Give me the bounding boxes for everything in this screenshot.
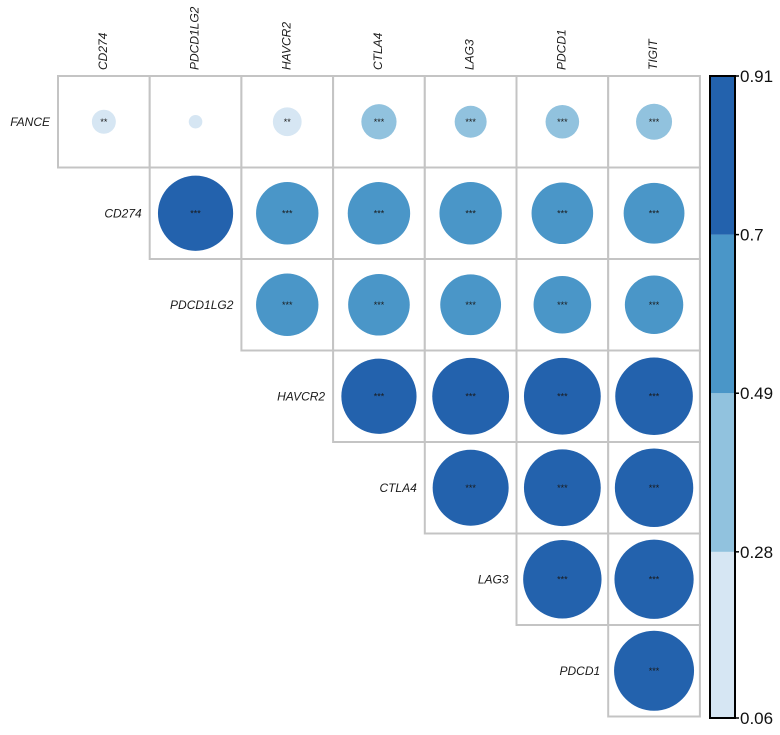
colorbar-bin bbox=[710, 393, 735, 552]
circle-PDCD1LG2-LAG3 bbox=[440, 274, 502, 336]
circle-CTLA4-TIGIT bbox=[614, 448, 694, 527]
colorbar: 0.91 0.7 0.49 0.28 0.06 bbox=[709, 67, 773, 728]
colorbar-tick-label: 0.49 bbox=[740, 384, 773, 403]
colorbar-bin bbox=[710, 76, 735, 235]
circle-HAVCR2-CTLA4 bbox=[341, 358, 417, 434]
sig-label: *** bbox=[649, 208, 660, 218]
sig-label: *** bbox=[649, 483, 660, 493]
colorbar-bin bbox=[710, 551, 735, 718]
sig-label: *** bbox=[649, 117, 660, 127]
sig-label: *** bbox=[557, 391, 568, 401]
circle-CTLA4-LAG3 bbox=[432, 449, 509, 526]
row-label-FANCE: FANCE bbox=[10, 115, 51, 129]
sig-label: *** bbox=[649, 574, 660, 584]
sig-label: *** bbox=[282, 208, 293, 218]
colorbar-tick-label: 0.91 bbox=[740, 67, 773, 86]
sig-label: *** bbox=[557, 483, 568, 493]
row-label-CD274: CD274 bbox=[104, 206, 142, 220]
colorbar-frame bbox=[709, 75, 736, 719]
circle-FANCE-CD274 bbox=[91, 109, 116, 134]
sig-label: *** bbox=[282, 300, 293, 310]
colorbar-tick-label: 0.28 bbox=[740, 543, 773, 562]
circle-HAVCR2-LAG3 bbox=[432, 357, 510, 435]
circle-HAVCR2-PDCD1 bbox=[523, 357, 601, 435]
circle-LAG3-TIGIT bbox=[614, 539, 694, 619]
row-label-PDCD1: PDCD1 bbox=[560, 664, 601, 678]
sig-label: *** bbox=[374, 391, 385, 401]
circle-FANCE-TIGIT bbox=[636, 103, 673, 140]
circle-PDCD1LG2-TIGIT bbox=[624, 275, 684, 334]
column-label-HAVCR2: HAVCR2 bbox=[279, 22, 293, 70]
column-labels: CD274 PDCD1LG2 HAVCR2 CTLA4 LAG3 PDCD1 TIGIT bbox=[96, 6, 660, 70]
colorbar-tick-label: 0.06 bbox=[740, 709, 773, 728]
column-label-PDCD1: PDCD1 bbox=[554, 29, 568, 70]
circle-CD274-HAVCR2 bbox=[256, 182, 319, 245]
sig-label: *** bbox=[465, 391, 476, 401]
circle-CD274-LAG3 bbox=[439, 182, 502, 245]
sig-label: *** bbox=[649, 300, 660, 310]
sig-label: *** bbox=[649, 391, 660, 401]
circle-PDCD1LG2-CTLA4 bbox=[348, 273, 410, 336]
circle-FANCE-LAG3 bbox=[454, 105, 487, 138]
sig-label: *** bbox=[557, 300, 568, 310]
sig-label: *** bbox=[557, 574, 568, 584]
circle-FANCE-PDCD1LG2 bbox=[188, 114, 203, 129]
row-labels: FANCE CD274 PDCD1LG2 HAVCR2 CTLA4 LAG3 PDCD1 bbox=[10, 115, 600, 678]
circle-FANCE-PDCD1 bbox=[545, 104, 580, 139]
circle-CTLA4-PDCD1 bbox=[523, 449, 601, 527]
column-label-TIGIT: TIGIT bbox=[646, 38, 660, 70]
sig-label: *** bbox=[374, 300, 385, 310]
cells-layer: ** ** *** *** *** ****** *** *** *** *** ****** ***… bbox=[57, 75, 701, 718]
circle-FANCE-HAVCR2 bbox=[272, 107, 302, 137]
circle-FANCE-CTLA4 bbox=[361, 104, 397, 140]
sig-label: *** bbox=[649, 666, 660, 676]
sig-label: *** bbox=[465, 208, 476, 218]
column-label-CTLA4: CTLA4 bbox=[371, 32, 385, 70]
sig-label: *** bbox=[374, 117, 385, 127]
circle-PDCD1LG2-PDCD1 bbox=[533, 275, 592, 334]
sig-label: *** bbox=[374, 208, 385, 218]
circle-LAG3-PDCD1 bbox=[523, 540, 602, 619]
row-label-HAVCR2: HAVCR2 bbox=[277, 389, 325, 403]
colorbar-tick-label: 0.7 bbox=[740, 226, 764, 245]
sig-label: *** bbox=[557, 117, 568, 127]
sig-label: ** bbox=[100, 117, 108, 127]
column-label-PDCD1LG2: PDCD1LG2 bbox=[188, 6, 202, 70]
row-label-CTLA4: CTLA4 bbox=[379, 481, 417, 495]
circle-HAVCR2-TIGIT bbox=[615, 357, 693, 436]
sig-label: ** bbox=[284, 117, 292, 127]
column-label-LAG3: LAG3 bbox=[463, 39, 477, 70]
circle-CD274-TIGIT bbox=[623, 182, 685, 244]
circle-CD274-PDCD1 bbox=[531, 182, 594, 245]
circle-PDCD1-TIGIT bbox=[614, 630, 695, 711]
circle-CD274-CTLA4 bbox=[347, 182, 411, 245]
sig-label: *** bbox=[557, 208, 568, 218]
colorbar-bin bbox=[710, 234, 735, 394]
sig-label: *** bbox=[465, 117, 476, 127]
sig-label: *** bbox=[465, 300, 476, 310]
circle-PDCD1LG2-HAVCR2 bbox=[256, 273, 319, 336]
row-label-PDCD1LG2: PDCD1LG2 bbox=[170, 298, 234, 312]
circle-CD274-PDCD1LG2 bbox=[157, 175, 234, 251]
column-label-CD274: CD274 bbox=[96, 32, 110, 70]
sig-label: *** bbox=[190, 208, 201, 218]
sig-label: *** bbox=[465, 483, 476, 493]
row-label-LAG3: LAG3 bbox=[478, 572, 509, 586]
